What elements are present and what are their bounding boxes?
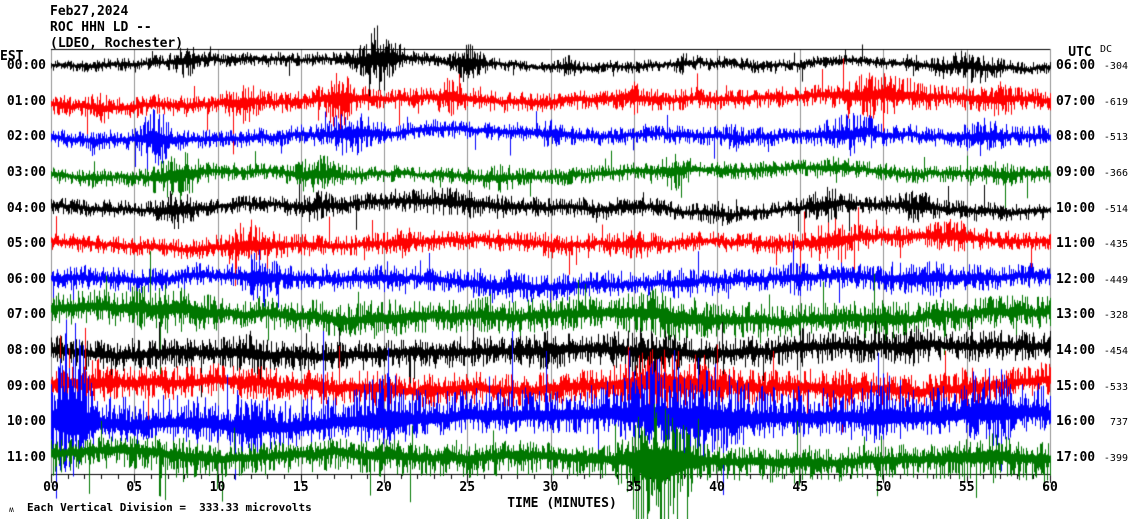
dc-value: -513 [1103,132,1128,144]
est-axis-title: EST [0,49,24,64]
minute-tick-label: 35 [625,480,642,495]
minute-tick-label: 20 [376,480,392,495]
minute-tick-label: 40 [709,480,725,495]
minute-tick-label: 50 [875,480,892,495]
dc-value: -619 [1103,96,1128,108]
header-station: ROC HHN LD -- [50,20,152,35]
dc-value: -454 [1103,346,1128,358]
utc-time-label: 12:00 [1056,271,1096,287]
dc-value: 737 [1109,417,1128,429]
est-time-label: 07:00 [6,307,46,323]
utc-time-label: 14:00 [1056,343,1096,359]
utc-time-label: 11:00 [1056,236,1096,252]
est-time-label: 00:00 [6,58,46,73]
dc-value: -399 [1103,453,1128,465]
minute-tick-label: 25 [459,480,476,495]
dc-value: -435 [1103,239,1128,251]
utc-time-label: 09:00 [1056,164,1096,180]
dc-value: -514 [1103,203,1128,215]
est-time-label: 01:00 [6,93,46,109]
dc-value: -533 [1103,381,1128,393]
utc-time-label: 17:00 [1056,450,1096,466]
dc-value: -366 [1103,167,1128,179]
est-time-label: 03:00 [6,164,46,180]
minute-tick-label: 45 [792,480,809,495]
minute-tick-label: 60 [1042,480,1058,495]
utc-time-label: 13:00 [1056,307,1096,323]
utc-axis-title: UTC [1068,45,1092,60]
minute-tick-label: 30 [542,480,559,495]
utc-time-label: 15:00 [1056,378,1096,394]
utc-time-label: 07:00 [1056,93,1096,109]
utc-time-label: 10:00 [1056,200,1096,216]
minute-tick-label: 15 [292,480,309,495]
utc-time-label: 08:00 [1056,129,1096,145]
time-axis-label: TIME (MINUTES) [507,496,617,511]
minute-tick-label: 00 [43,480,59,495]
minute-tick-label: 10 [209,480,226,495]
utc-time-label: 16:00 [1056,414,1096,430]
dc-value: -449 [1103,274,1128,286]
est-time-label: 11:00 [6,450,46,466]
header-date: Feb27,2024 [50,4,129,19]
est-time-label: 10:00 [6,414,46,430]
dc-value: -304 [1103,61,1128,72]
vertical-division-note: Each Vertical Division = 333.33 microvol… [27,501,312,514]
header-network: (LDEO, Rochester) [50,36,184,51]
est-time-label: 09:00 [6,378,46,394]
minute-tick-label: 05 [126,480,143,495]
dc-axis-title: DC [1100,44,1113,55]
utc-time-label: 06:00 [1056,58,1096,73]
est-time-label: 06:00 [6,271,46,287]
minute-tick-label: 55 [958,480,975,495]
est-time-label: 04:00 [6,200,46,216]
est-time-label: 02:00 [6,129,46,145]
microvolt-marker-icon: ʍ [9,505,14,514]
est-time-label: 08:00 [6,343,46,359]
est-time-label: 05:00 [6,236,46,252]
dc-value: -328 [1103,310,1128,322]
